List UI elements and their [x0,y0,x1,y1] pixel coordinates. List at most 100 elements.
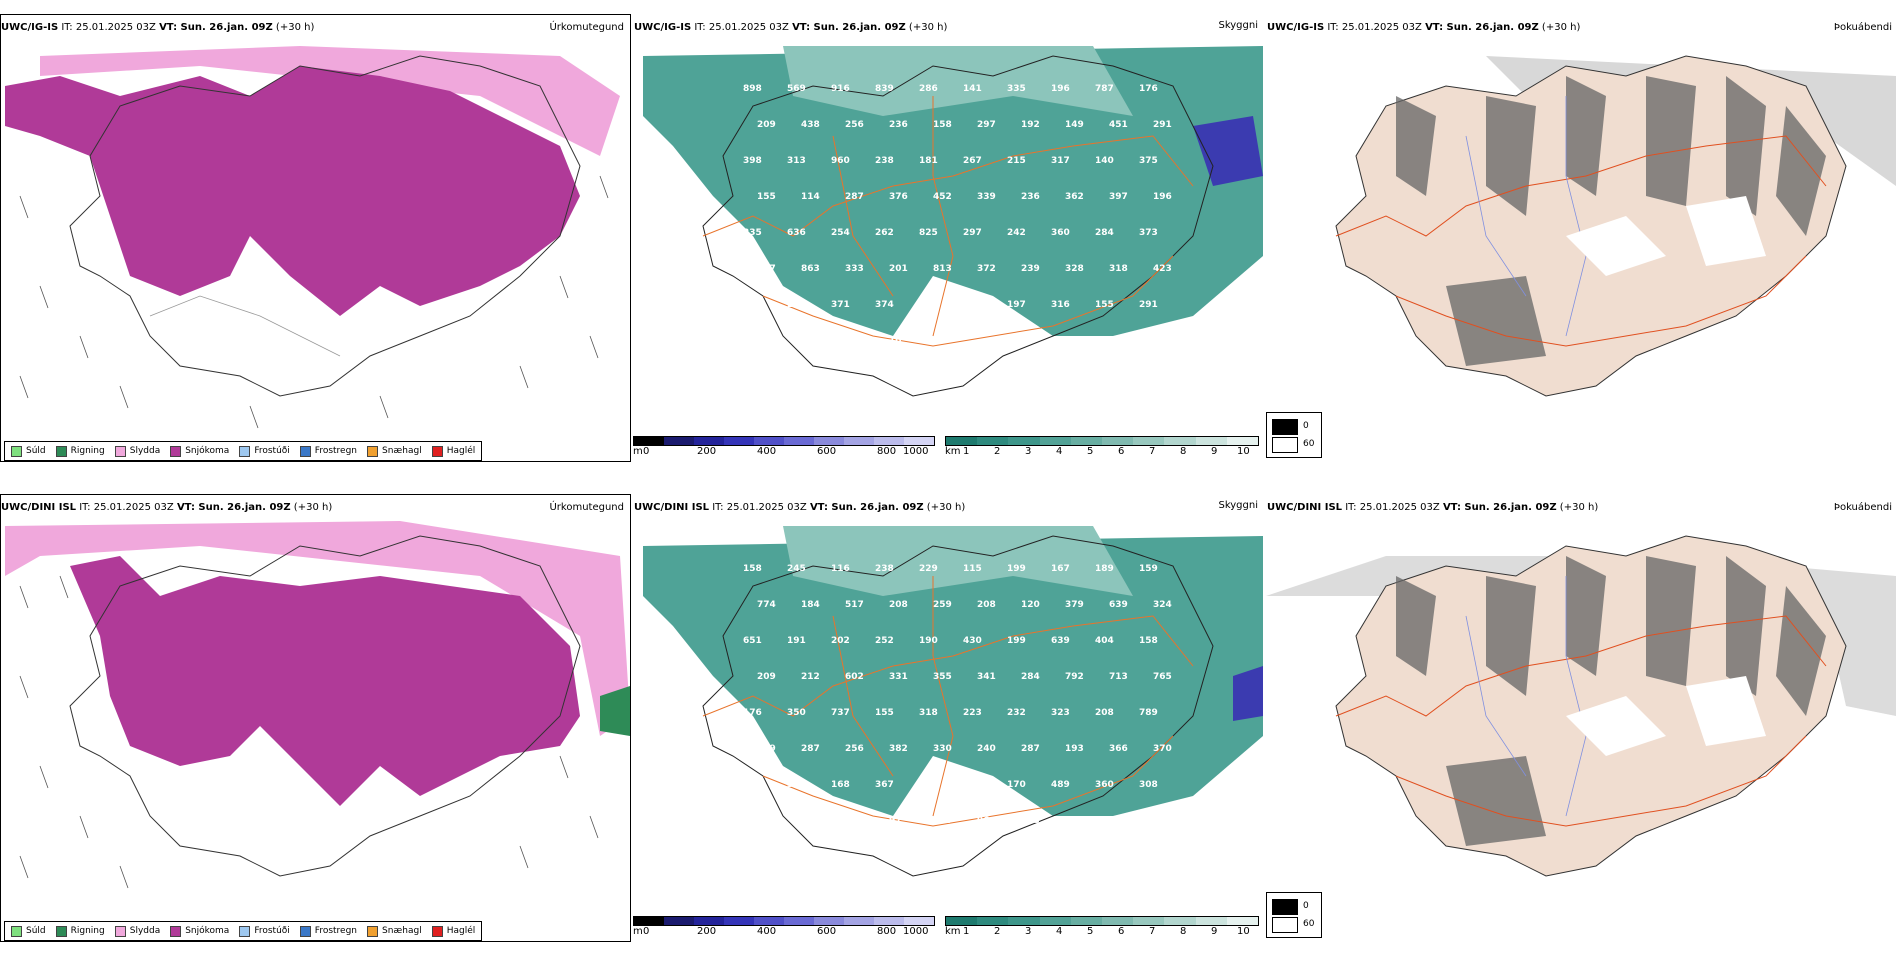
valid-time: VT: Sun. 26.jan. 09Z [1425,22,1539,33]
panel-frame [0,14,631,462]
colorbar-swatch [1039,437,1071,445]
tick-label: 1000 [903,446,929,457]
height-value-label: 287 [845,192,864,202]
height-value-label: 256 [845,744,864,754]
model-name: UWC/IG-IS [1,22,59,33]
panel-title: Skyggni [1218,20,1258,31]
height-value-label: 839 [875,84,894,94]
visibility-map[interactable]: 158 245 116 238 229 115 199 167 189 159 774 184 517 2… [633,516,1265,916]
height-value-label: 339 [977,192,996,202]
legend-label: Slydda [129,446,161,456]
height-value-label: 149 [757,744,776,754]
height-value-label: 240 [963,780,982,790]
tick-label: 3 [1025,446,1032,457]
legend-item-snow: Snjókoma [170,445,229,457]
fog-map[interactable] [1266,36,1898,436]
height-value-label: 813 [933,264,952,274]
tick-label: 10 [1237,446,1250,457]
height-value-label: 308 [1139,780,1158,790]
height-value-label: 328 [1065,264,1084,274]
panel-title: Skyggni [1218,500,1258,511]
legend-label: Snæhagl [382,926,422,936]
lead-time: (+30 h) [1541,22,1581,33]
height-value-label: 331 [889,672,908,682]
precip-map[interactable] [0,36,632,436]
height-value-label: 330 [933,744,952,754]
height-value-label: 787 [1095,84,1114,94]
panel-header: UWC/IG-IS IT: 25.01.2025 03Z VT: Sun. 26… [634,20,1262,36]
height-value-label: 341 [977,672,996,682]
model-name: UWC/DINI ISL [1,502,77,513]
tick-label: 6 [1118,446,1125,457]
height-value-label: 639 [1109,600,1128,610]
height-value-label: 323 [787,780,806,790]
tick-label: 9 [1211,446,1218,457]
height-value-label: 158 [743,564,762,574]
legend-label: Súld [26,446,46,456]
valid-time: VT: Sun. 26.jan. 09Z [809,502,924,513]
sleet-area [40,46,620,156]
fog-key-light [1272,437,1298,453]
tick-label: 800 [877,446,897,457]
panel-frame [0,494,631,942]
lead-time: (+30 h) [1559,502,1599,513]
colorbar-swatch [1039,917,1071,925]
legend-item-rain: Rigning [55,445,105,457]
roads [702,576,1194,827]
legend-label: Rigning [70,926,105,936]
height-value-label: 116 [831,564,850,574]
tick-label: 4 [1056,446,1063,457]
init-time: IT: 25.01.2025 03Z [61,22,156,33]
legend-item-drizzle: Súld [11,925,46,937]
height-value-label: 636 [787,228,806,238]
tick-label: 200 [697,926,717,937]
colorbar-swatch [904,917,934,925]
tick-label: 8 [1180,926,1187,937]
colorbar-swatch [1008,437,1040,445]
legend-label: Frostregn [314,446,358,456]
tick-label: 10 [1237,926,1250,937]
height-value-label: 96 [977,816,990,826]
precip-map[interactable] [0,516,632,916]
visibility-field [643,536,1263,816]
height-value-label: 238 [875,564,894,574]
legend-item-snow: Snjókoma [170,925,229,937]
height-value-label: 167 [1051,564,1070,574]
height-value-label: 155 [757,192,776,202]
swatch [170,925,182,937]
colorbar-swatch [1226,917,1259,925]
visibility-map[interactable]: 898 569 916 839 286 141 335 196 787 176 209 438 256 2… [633,36,1265,436]
height-value-label: 367 [875,780,894,790]
sleet-area [5,521,630,736]
visibility-unit: km [945,446,961,457]
tick-label: 2 [994,446,1001,457]
fog-map[interactable] [1266,516,1898,916]
height-value-label: 765 [1153,672,1172,682]
rivers [1465,96,1587,337]
height-value-label: 284 [1095,228,1114,238]
fog-patches [1396,556,1826,846]
colorbar-swatch [724,917,754,925]
height-value-label: 181 [919,156,938,166]
height-unit: m [633,446,643,457]
tick-label: 7 [1149,926,1156,937]
height-value-label: 202 [831,636,850,646]
height-value-label: 297 [963,228,982,238]
colorbar-swatch [1102,917,1134,925]
height-value-label: 262 [875,228,894,238]
height-value-label: 196 [1051,84,1070,94]
height-values: 898 569 916 839 286 141 335 196 787 176 209 438 256 2… [743,84,1172,346]
rain-area [600,686,630,736]
fog-panel: UWC/IG-IS IT: 25.01.2025 03Z VT: Sun. 26… [1266,14,1900,469]
precip-type-panel: UWC/IG-IS IT: 25.01.2025 03Z VT: Sun. 26… [0,14,632,469]
height-value-label: 177 [919,300,938,310]
init-time: IT: 25.01.2025 03Z [1327,22,1422,33]
colorbar-swatch [977,437,1009,445]
legend-item-hail: Haglél [431,445,475,457]
height-value-label: 898 [743,84,762,94]
colorbar-swatch [664,917,694,925]
height-value-label: 114 [801,192,820,202]
height-value-label: 792 [1065,672,1084,682]
legend-item-graupel: Snæhagl [367,445,422,457]
colorbar-swatch [874,437,904,445]
